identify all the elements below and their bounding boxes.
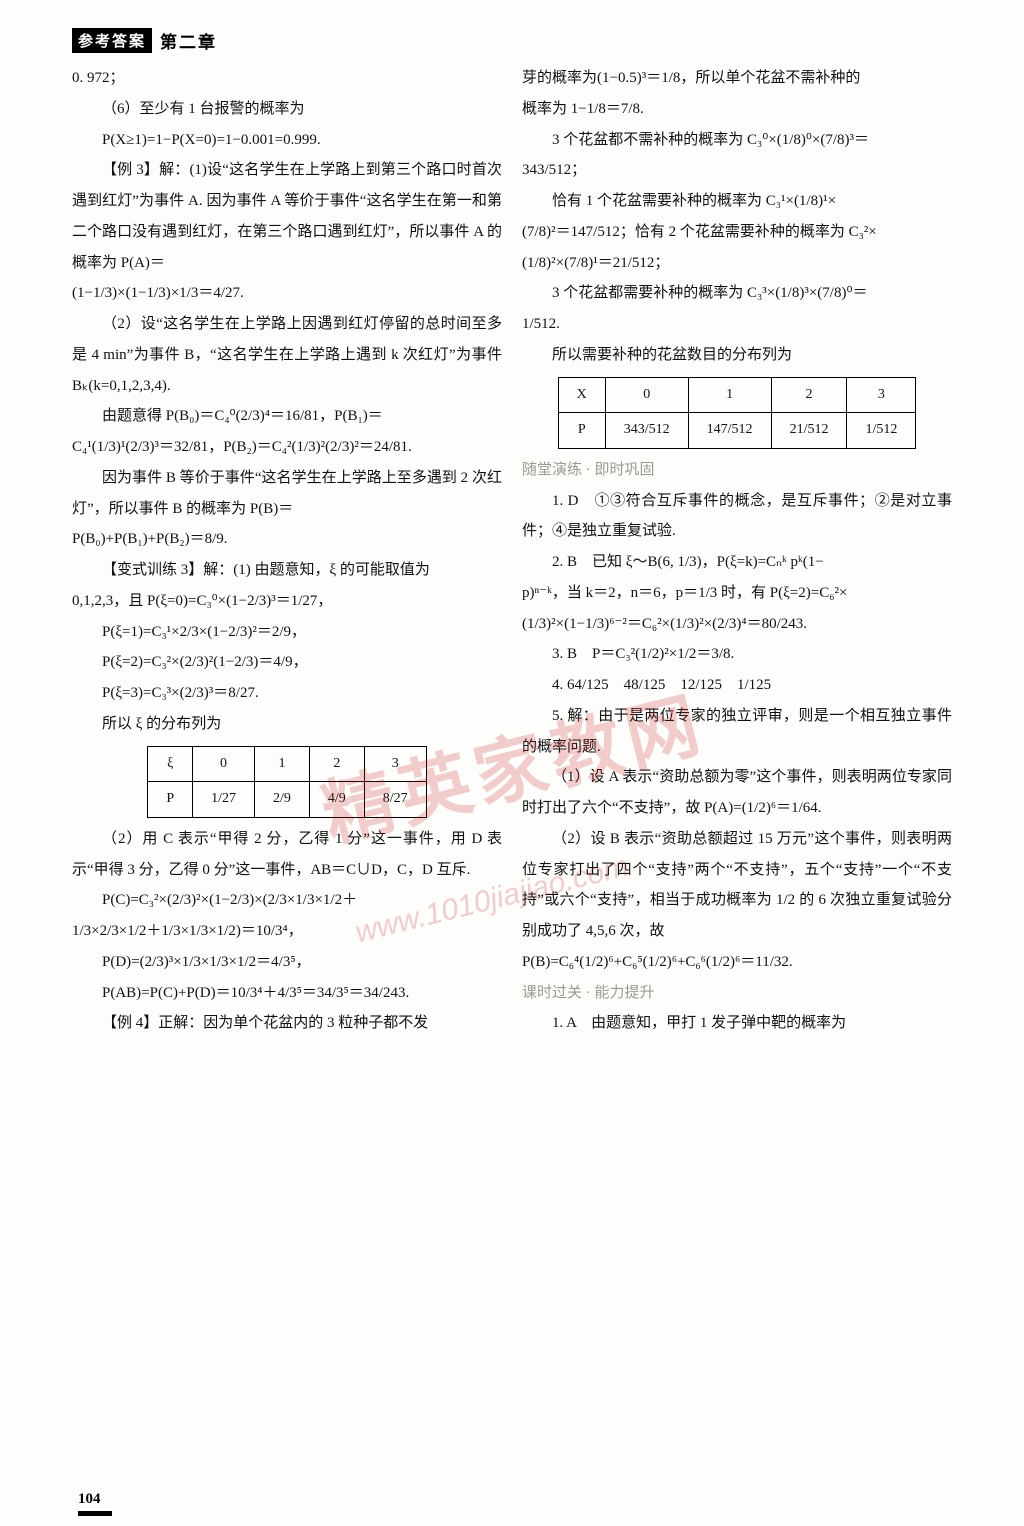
formula: P(ξ=1)=C₃¹×2/3×(1−2/3)²＝2/9， xyxy=(72,617,502,648)
line: 因为事件 B 等价于事件“这名学生在上学路上至多遇到 2 次红灯”，所以事件 B… xyxy=(72,463,502,525)
section-homework: 课时过关 · 能力提升 xyxy=(522,978,952,1009)
formula: 1/3×2/3×1/2＋1/3×1/3×1/2)＝10/3⁴， xyxy=(72,916,502,947)
cell: 2/9 xyxy=(255,782,310,818)
formula: 0,1,2,3，且 P(ξ=0)=C₃⁰×(1−2/3)³＝1/27， xyxy=(72,586,502,617)
cell: 2 xyxy=(771,377,847,413)
line: 所以需要补种的花盆数目的分布列为 xyxy=(522,340,952,371)
distribution-table-xi: ξ 0 1 2 3 P 1/27 2/9 4/9 8/27 xyxy=(147,746,426,818)
cell: 1/512 xyxy=(847,413,916,449)
formula: P(C)=C₃²×(2/3)²×(1−2/3)×(2/3×1/3×1/2＋ xyxy=(72,885,502,916)
formula: (1/8)²×(7/8)¹＝21/512； xyxy=(522,248,952,279)
two-column-layout: 0. 972； （6）至少有 1 台报警的概率为 P(X≥1)=1−P(X=0)… xyxy=(72,63,968,1039)
cell: 8/27 xyxy=(364,782,426,818)
q2-line2: p)ⁿ⁻ᵏ，当 k＝2，n＝6，p＝1/3 时，有 P(ξ=2)=C₆²× xyxy=(522,578,952,609)
cell: 2 xyxy=(309,746,364,782)
q5-formula: P(B)=C₆⁴(1/2)⁶+C₆⁵(1/2)⁶+C₆⁶(1/2)⁶＝11/32… xyxy=(522,947,952,978)
cell: 1 xyxy=(255,746,310,782)
formula: 概率为 1−1/8＝7/8. xyxy=(522,94,952,125)
page-header: 参考答案 第二章 xyxy=(72,28,968,53)
line: 芽的概率为(1−0.5)³＝1/8，所以单个花盆不需补种的 xyxy=(522,63,952,94)
q4: 4. 64/125 48/125 12/125 1/125 xyxy=(522,670,952,701)
q3: 3. B P＝C₃²(1/2)²×1/2＝3/8. xyxy=(522,639,952,670)
table-row: P 343/512 147/512 21/512 1/512 xyxy=(558,413,916,449)
example-3: 【例 3】解：(1)设“这名学生在上学路上到第三个路口时首次遇到红灯”为事件 A… xyxy=(72,155,502,278)
section-inclass: 随堂演练 · 即时巩固 xyxy=(522,455,952,486)
cell: 3 xyxy=(847,377,916,413)
line: （6）至少有 1 台报警的概率为 xyxy=(72,94,502,125)
right-column: 芽的概率为(1−0.5)³＝1/8，所以单个花盆不需补种的 概率为 1−1/8＝… xyxy=(522,63,952,1039)
chapter-title: 第二章 xyxy=(160,28,217,53)
cell: 1/27 xyxy=(193,782,255,818)
formula: 1/512. xyxy=(522,309,952,340)
formula: 343/512； xyxy=(522,155,952,186)
cell: 343/512 xyxy=(605,413,688,449)
left-column: 0. 972； （6）至少有 1 台报警的概率为 P(X≥1)=1−P(X=0)… xyxy=(72,63,502,1039)
q2-line1: 2. B 已知 ξ～B(6, 1/3)，P(ξ=k)=Cₙᵏ pᵏ(1− xyxy=(522,547,952,578)
formula: P(ξ=3)=C₃³×(2/3)³＝8/27. xyxy=(72,678,502,709)
cell: 0 xyxy=(193,746,255,782)
page: 参考答案 第二章 0. 972； （6）至少有 1 台报警的概率为 P(X≥1)… xyxy=(0,0,1024,1526)
formula: P(AB)=P(C)+P(D)＝10/3⁴＋4/3⁵＝34/3⁵＝34/243. xyxy=(72,978,502,1009)
formula: 由题意得 P(B₀)＝C₄⁰(2/3)⁴＝16/81，P(B₁)＝ xyxy=(72,401,502,432)
answer-badge: 参考答案 xyxy=(72,28,152,53)
variant-3: 【变式训练 3】解：(1) 由题意知，ξ 的可能取值为 xyxy=(72,555,502,586)
table-row: X 0 1 2 3 xyxy=(558,377,916,413)
line: 所以 ξ 的分布列为 xyxy=(72,709,502,740)
line: （2）设“这名学生在上学路上因遇到红灯停留的总时间至多是 4 min”为事件 B… xyxy=(72,309,502,401)
q5-part2: （2）设 B 表示“资助总额超过 15 万元”这个事件，则表明两位专家打出了四个… xyxy=(522,824,952,947)
formula: 恰有 1 个花盆需要补种的概率为 C₃¹×(1/8)¹× xyxy=(522,186,952,217)
cell: X xyxy=(558,377,605,413)
cell: 1 xyxy=(688,377,771,413)
cell: 21/512 xyxy=(771,413,847,449)
cell: ξ xyxy=(148,746,193,782)
page-number-bar xyxy=(78,1511,112,1516)
cell: 3 xyxy=(364,746,426,782)
cell: P xyxy=(148,782,193,818)
cell: P xyxy=(558,413,605,449)
line: 0. 972； xyxy=(72,63,502,94)
formula: C₄¹(1/3)¹(2/3)³＝32/81，P(B₂)＝C₄²(1/3)²(2/… xyxy=(72,432,502,463)
line: P(X≥1)=1−P(X=0)=1−0.001=0.999. xyxy=(72,125,502,156)
formula: 3 个花盆都需要补种的概率为 C₃³×(1/8)³×(7/8)⁰＝ xyxy=(522,278,952,309)
example-4: 【例 4】正解：因为单个花盆内的 3 粒种子都不发 xyxy=(72,1008,502,1039)
hw-q1: 1. A 由题意知，甲打 1 发子弹中靶的概率为 xyxy=(522,1008,952,1039)
table-row: ξ 0 1 2 3 xyxy=(148,746,426,782)
distribution-table-x: X 0 1 2 3 P 343/512 147/512 21/512 1/512 xyxy=(558,377,917,449)
formula: P(B₀)+P(B₁)+P(B₂)＝8/9. xyxy=(72,524,502,555)
formula: (7/8)²＝147/512；恰有 2 个花盆需要补种的概率为 C₃²× xyxy=(522,217,952,248)
q5-intro: 5. 解：由于是两位专家的独立评审，则是一个相互独立事件的概率问题. xyxy=(522,701,952,763)
line: （2）用 C 表示“甲得 2 分，乙得 1 分”这一事件，用 D 表示“甲得 3… xyxy=(72,824,502,886)
q5-part1: （1）设 A 表示“资助总额为零”这个事件，则表明两位专家同时打出了六个“不支持… xyxy=(522,762,952,824)
cell: 4/9 xyxy=(309,782,364,818)
formula: P(D)=(2/3)³×1/3×1/3×1/2＝4/3⁵， xyxy=(72,947,502,978)
formula: 3 个花盆都不需补种的概率为 C₃⁰×(1/8)⁰×(7/8)³＝ xyxy=(522,125,952,156)
table-row: P 1/27 2/9 4/9 8/27 xyxy=(148,782,426,818)
q1: 1. D ①③符合互斥事件的概念，是互斥事件；②是对立事件；④是独立重复试验. xyxy=(522,486,952,548)
cell: 147/512 xyxy=(688,413,771,449)
formula: P(ξ=2)=C₃²×(2/3)²(1−2/3)＝4/9， xyxy=(72,647,502,678)
q2-line3: (1/3)²×(1−1/3)⁶⁻²＝C₆²×(1/3)²×(2/3)⁴＝80/2… xyxy=(522,609,952,640)
page-number: 104 xyxy=(78,1491,101,1508)
formula: (1−1/3)×(1−1/3)×1/3＝4/27. xyxy=(72,278,502,309)
cell: 0 xyxy=(605,377,688,413)
